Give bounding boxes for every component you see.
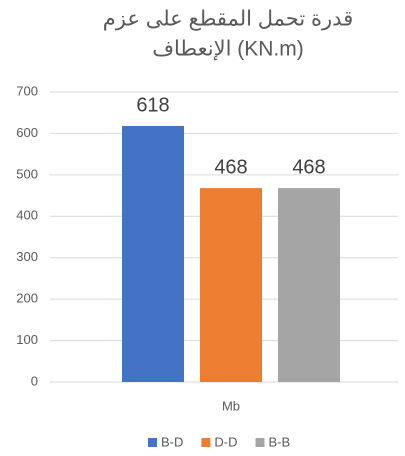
data-label: 468	[292, 156, 325, 178]
y-tick-label: 500	[16, 166, 38, 181]
y-tick-label: 100	[16, 332, 38, 347]
x-tick-label: Mb	[222, 398, 240, 413]
legend-label: D-D	[214, 434, 237, 449]
legend-label: B-B	[269, 434, 291, 449]
legend-swatch	[201, 438, 211, 447]
bar	[200, 188, 262, 382]
chart-title: قدرة تحمل المقطع على عزم	[103, 8, 354, 31]
y-tick-label: 700	[16, 83, 38, 98]
y-tick-label: 200	[16, 291, 38, 306]
y-tick-label: 0	[31, 373, 38, 388]
legend-swatch	[255, 438, 265, 447]
y-tick-label: 400	[16, 208, 38, 223]
y-tick-label: 600	[16, 125, 38, 140]
chart-title: الإنعطاف (KN.m)	[152, 38, 304, 61]
data-label: 618	[136, 94, 169, 116]
y-tick-label: 300	[16, 249, 38, 264]
legend-swatch	[148, 438, 157, 447]
data-label: 468	[214, 156, 247, 178]
bar	[122, 125, 184, 382]
bar	[278, 188, 340, 382]
legend-label: B-D	[161, 434, 183, 449]
